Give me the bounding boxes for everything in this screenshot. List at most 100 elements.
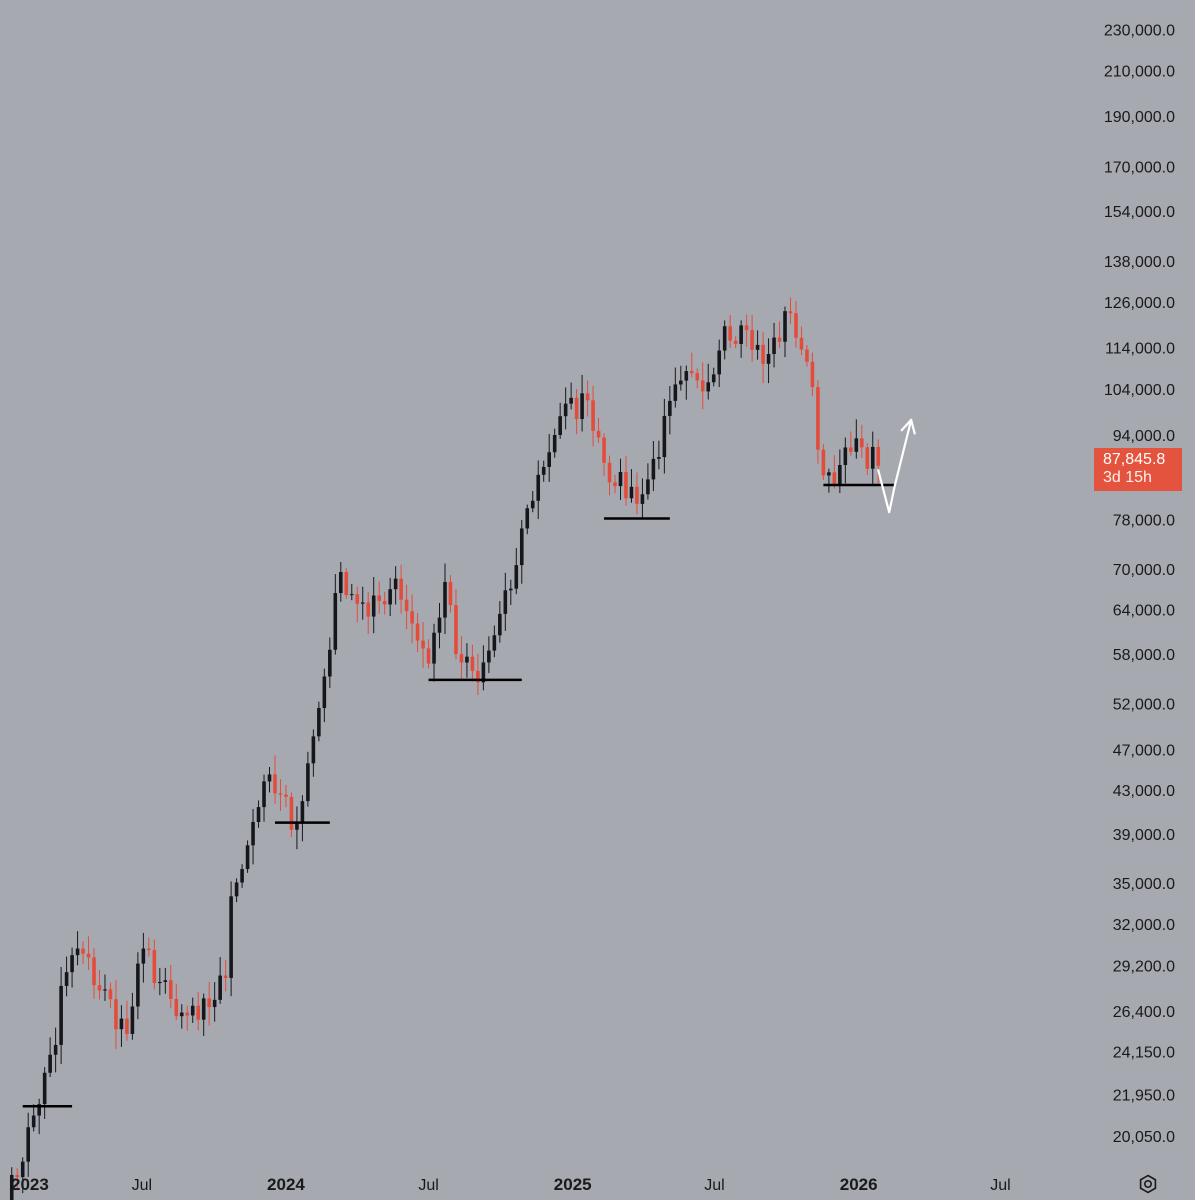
candle-body: [843, 447, 848, 466]
candle-body: [755, 344, 760, 350]
time-axis[interactable]: 2023 Jul 2024 Jul 2025 Jul 2026 Jul: [11, 1175, 1011, 1194]
candle-body: [300, 801, 305, 823]
candle: [245, 840, 250, 873]
candle-body: [646, 479, 650, 495]
candle-body: [410, 611, 414, 624]
candle-body: [722, 326, 727, 351]
support-levels-layer: [22, 483, 895, 1108]
candle-body: [97, 985, 102, 991]
x-tick-label: Jul: [990, 1177, 1010, 1194]
candle-body: [267, 774, 272, 782]
candle: [306, 751, 310, 807]
candle: [20, 1157, 25, 1194]
candle: [201, 993, 206, 1036]
candle-body: [689, 371, 694, 374]
candle-body: [476, 670, 480, 683]
y-tick-label: 47,000.0: [1113, 742, 1175, 759]
candle-body: [229, 896, 233, 978]
candle-body: [190, 1005, 195, 1016]
candle: [437, 602, 442, 649]
candle: [125, 1000, 129, 1041]
candle-body: [821, 449, 826, 476]
candle: [443, 563, 447, 635]
candle-body: [371, 595, 376, 617]
y-tick-label: 58,000.0: [1113, 647, 1175, 664]
candle: [476, 653, 480, 696]
candle: [799, 326, 804, 356]
candle-body: [640, 494, 645, 504]
candle-body: [865, 447, 870, 469]
candle-body: [207, 998, 211, 1008]
candle: [810, 352, 815, 397]
candle: [70, 947, 74, 988]
candle-body: [761, 344, 765, 364]
candle: [585, 380, 590, 417]
candle: [596, 417, 601, 443]
candle-body: [580, 393, 584, 419]
candle: [86, 936, 91, 971]
candle: [530, 490, 535, 513]
candle-body: [240, 869, 244, 883]
candle: [651, 440, 656, 492]
candle-body: [333, 593, 338, 650]
candle-body: [706, 382, 711, 392]
candle: [843, 437, 848, 484]
candle: [722, 320, 727, 360]
candle-body: [75, 948, 80, 956]
candle: [794, 301, 798, 348]
candle: [344, 568, 349, 599]
candle: [311, 729, 316, 777]
candle: [783, 306, 787, 358]
candle: [569, 382, 573, 410]
y-tick-label: 138,000.0: [1104, 254, 1175, 271]
candle-body: [295, 822, 299, 830]
candle-body: [31, 1115, 36, 1128]
price-axis[interactable]: 230,000.0 210,000.0 190,000.0 170,000.0 154,…: [1104, 22, 1175, 1146]
candle: [514, 547, 519, 595]
candle-body: [360, 602, 365, 604]
candle: [509, 579, 513, 606]
projection-layer: [877, 418, 916, 514]
candle-body: [470, 656, 475, 671]
candle: [679, 365, 683, 391]
candle: [640, 478, 645, 519]
candle-body: [750, 330, 754, 350]
candle: [744, 314, 749, 347]
candle-body: [596, 430, 601, 438]
candle: [487, 636, 491, 674]
candle-body: [421, 640, 425, 649]
candle-body: [212, 999, 217, 1008]
candle: [267, 766, 272, 793]
candle-body: [311, 736, 316, 764]
candle-body: [404, 599, 409, 612]
candle-body: [602, 437, 606, 463]
candle: [673, 367, 678, 408]
candle: [218, 957, 222, 1004]
candle-body: [377, 595, 381, 601]
candle-body: [448, 581, 453, 606]
candle-body: [393, 578, 398, 590]
candle-body: [70, 955, 74, 973]
y-tick-label: 35,000.0: [1113, 876, 1175, 893]
candle-body: [42, 1072, 47, 1105]
candle-body: [832, 472, 837, 485]
candle-body: [635, 486, 639, 504]
candle: [536, 460, 541, 520]
candle-body: [245, 845, 250, 870]
candle-body: [366, 602, 371, 617]
candle-body: [349, 594, 354, 596]
candle: [141, 932, 146, 983]
candle-body: [234, 882, 239, 897]
candle: [295, 806, 299, 850]
candle: [668, 385, 672, 435]
candle: [179, 1004, 184, 1029]
candle-body: [492, 635, 497, 651]
y-tick-label: 170,000.0: [1104, 159, 1175, 176]
candle-body: [125, 1018, 129, 1034]
candle-body: [289, 796, 294, 830]
candle-body: [733, 340, 738, 344]
settings-gear-icon[interactable]: [1134, 1170, 1162, 1198]
candle-body: [317, 707, 321, 737]
candle: [174, 983, 179, 1021]
